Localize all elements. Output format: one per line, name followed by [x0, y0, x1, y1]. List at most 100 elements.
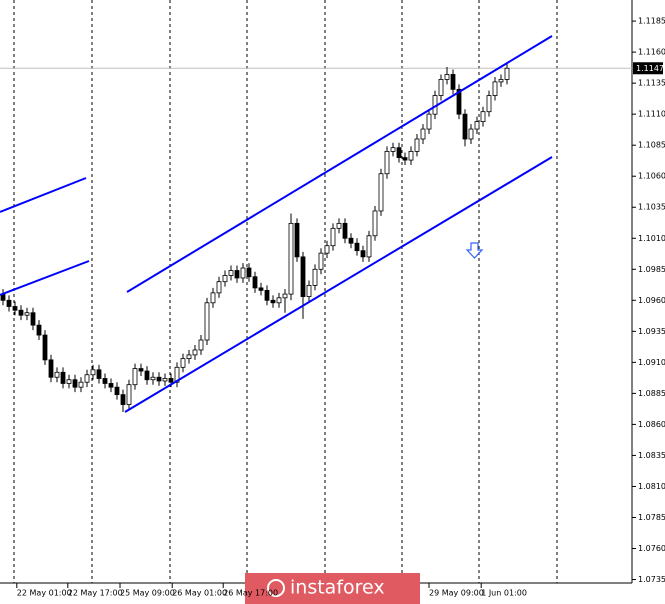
candle-body	[264, 289, 270, 301]
candle-body	[396, 147, 402, 158]
candle-body	[474, 121, 480, 130]
y-tick-label: 1.0810	[638, 482, 665, 491]
candle-body	[120, 394, 126, 405]
candle-body	[282, 293, 288, 299]
x-tick-label: 1 Jun 01:00	[481, 589, 527, 598]
y-tick-label: 1.1035	[638, 203, 665, 212]
candle-body	[300, 256, 306, 297]
candle-body	[378, 173, 384, 212]
candle-body	[360, 250, 366, 258]
y-tick-label: 1.0985	[638, 265, 665, 274]
candle-body	[234, 270, 240, 279]
candle-body	[444, 74, 450, 80]
candle-body	[366, 235, 372, 258]
candle-body	[318, 252, 324, 270]
candle-body	[18, 309, 24, 316]
candle-body	[48, 359, 54, 378]
candle-body	[294, 222, 300, 258]
candle-body	[54, 371, 60, 378]
y-tick-label: 1.0885	[638, 389, 665, 398]
candle-body	[348, 237, 354, 244]
candle-body	[498, 79, 504, 83]
candle-body	[12, 306, 18, 311]
candle-body	[342, 222, 348, 239]
candle-body	[180, 358, 186, 368]
candle-body	[6, 299, 12, 307]
x-tick-label: 22 May 01:00	[17, 589, 72, 598]
period-separators	[13, 0, 558, 583]
candle-body	[72, 379, 78, 388]
candle-body	[150, 376, 156, 381]
candle-body	[390, 147, 396, 152]
last-price-label: 1.1147	[636, 64, 664, 73]
candle-body	[228, 270, 234, 276]
y-tick-label: 1.0860	[638, 420, 665, 429]
y-tick-label: 1.0835	[638, 451, 665, 460]
x-tick-label: 26 May 01:00	[172, 589, 227, 598]
candle-body	[210, 292, 216, 304]
candle-body	[78, 381, 84, 388]
candle-body	[222, 275, 228, 283]
plot-area	[0, 63, 632, 412]
candle-body	[96, 369, 102, 379]
candle-body	[420, 128, 426, 140]
y-tick-label: 1.1110	[638, 110, 665, 119]
candle-body	[240, 267, 246, 279]
candle-body	[42, 334, 48, 361]
candle-body	[270, 299, 276, 304]
candle-body	[384, 150, 390, 175]
y-tick-label: 1.0935	[638, 327, 665, 336]
candle-body	[306, 285, 312, 297]
candle-body	[84, 374, 90, 383]
candle-body	[192, 349, 198, 356]
sell-arrow	[465, 242, 484, 259]
candle-body	[480, 111, 486, 123]
candle-body	[354, 242, 360, 252]
y-tick-label: 1.1185	[638, 17, 665, 26]
candle-body	[462, 113, 468, 140]
y-tick-label: 1.0735	[638, 575, 665, 584]
candle-body	[456, 88, 462, 115]
candle-body	[276, 297, 282, 304]
candle-body	[204, 302, 210, 341]
candle-body	[24, 312, 30, 316]
candle-body	[486, 95, 492, 113]
candle-body	[252, 276, 258, 289]
candle-body	[408, 150, 414, 161]
candle-body	[30, 312, 36, 326]
candle-body	[216, 281, 222, 294]
candle-body	[36, 324, 42, 336]
x-tick-label: 29 May 09:00	[429, 589, 484, 598]
watermark-box	[245, 573, 420, 604]
last-price-box	[633, 62, 663, 75]
y-tick-label: 1.0760	[638, 544, 665, 553]
candle-body	[402, 157, 408, 161]
candle-body	[132, 368, 138, 386]
candle-body	[312, 268, 318, 286]
candle-body	[174, 366, 180, 383]
y-tick-label: 1.1135	[638, 79, 665, 88]
y-tick-label: 1.0785	[638, 513, 665, 522]
candle-body	[144, 370, 150, 381]
watermark-logo	[267, 579, 285, 597]
candle-body	[66, 379, 72, 384]
y-tick-label: 1.1060	[638, 172, 665, 181]
candle-body	[102, 378, 108, 384]
candle-body	[414, 138, 420, 152]
y-tick-label: 1.0910	[638, 358, 665, 367]
y-tick-label: 1.1160	[638, 48, 665, 57]
candle-body	[288, 222, 294, 295]
candle-body	[426, 113, 432, 130]
candle-body	[186, 354, 192, 360]
candle-body	[336, 222, 342, 229]
y-tick-label: 1.1010	[638, 234, 665, 243]
candle-body	[504, 67, 510, 80]
candle-body	[114, 386, 120, 396]
candle-body	[126, 384, 132, 405]
candle-body	[372, 210, 378, 237]
candle-body	[246, 267, 252, 278]
candle-body	[492, 81, 498, 96]
candle-body	[330, 227, 336, 247]
candle-body	[138, 368, 144, 372]
